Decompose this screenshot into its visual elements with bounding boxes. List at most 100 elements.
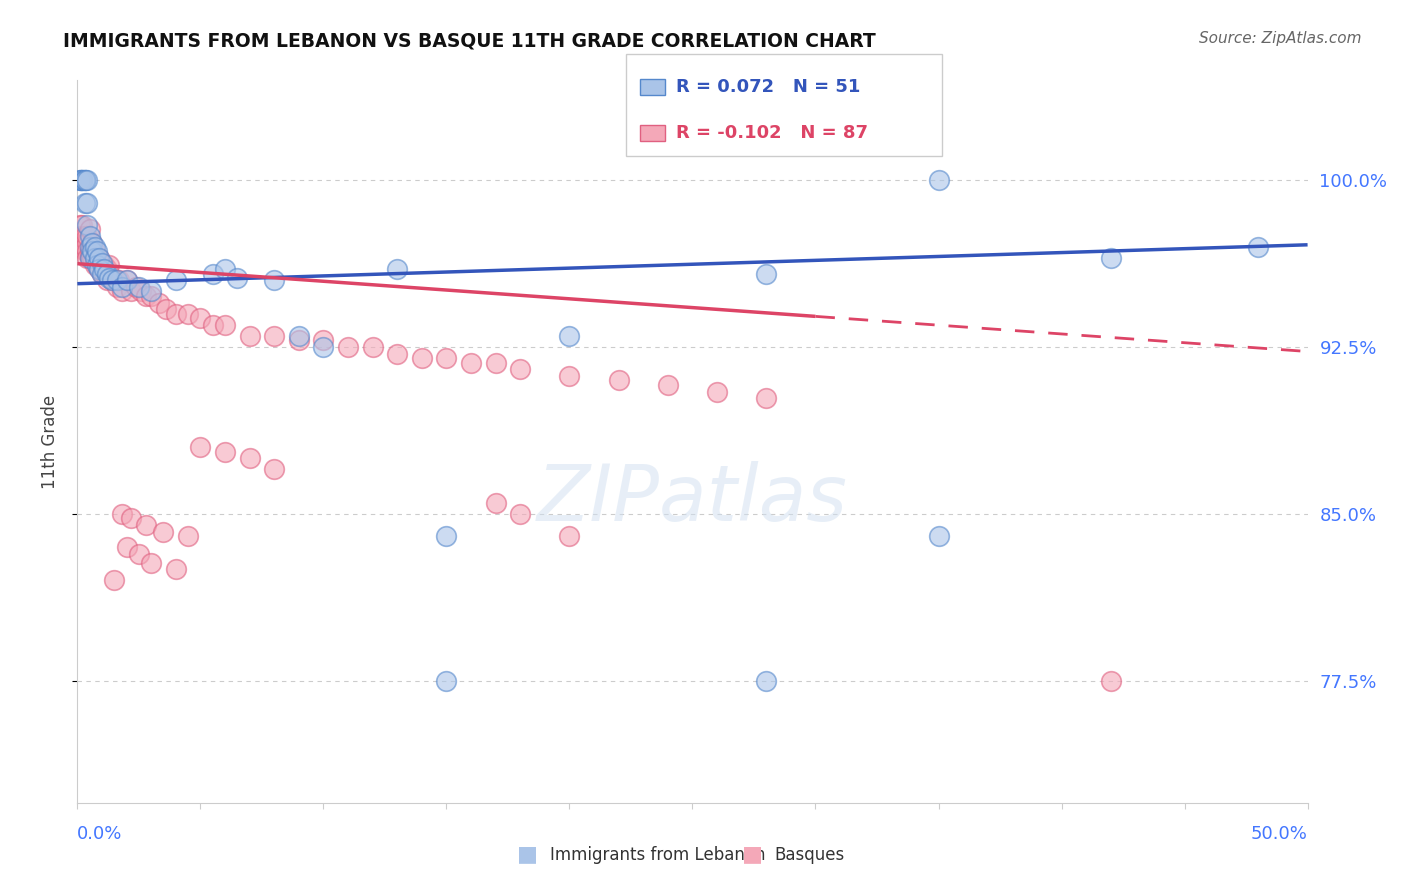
Text: Source: ZipAtlas.com: Source: ZipAtlas.com <box>1198 31 1361 46</box>
Point <box>226 271 249 285</box>
Point <box>76 251 98 265</box>
Point <box>111 507 132 521</box>
Point <box>385 262 409 277</box>
Point <box>101 273 124 287</box>
Point <box>288 334 311 348</box>
Point <box>86 244 108 259</box>
Point <box>509 507 531 521</box>
Point <box>385 347 409 361</box>
Text: ■: ■ <box>517 845 537 864</box>
Point <box>73 240 96 254</box>
Point <box>239 329 262 343</box>
Text: R = -0.102   N = 87: R = -0.102 N = 87 <box>676 124 869 142</box>
Point <box>73 173 96 187</box>
Text: ZIPatlas: ZIPatlas <box>537 461 848 537</box>
Point <box>98 267 121 281</box>
Point <box>706 384 728 399</box>
Point <box>70 173 93 187</box>
Point <box>70 173 93 187</box>
Point <box>93 267 115 281</box>
Point <box>201 267 224 281</box>
Text: R = 0.072   N = 51: R = 0.072 N = 51 <box>676 78 860 96</box>
Point <box>128 547 150 561</box>
Point <box>152 524 174 539</box>
Text: 0.0%: 0.0% <box>77 825 122 843</box>
Point <box>135 289 157 303</box>
Point <box>214 318 236 332</box>
Point <box>83 251 105 265</box>
Point <box>70 228 93 243</box>
Text: Basques: Basques <box>775 846 845 863</box>
Point <box>82 235 104 250</box>
Point <box>129 285 153 299</box>
Point <box>86 251 108 265</box>
Point <box>79 251 101 265</box>
Point <box>485 496 508 510</box>
Point <box>148 295 170 310</box>
Point <box>485 356 508 370</box>
Point <box>79 251 101 265</box>
Point <box>98 258 121 272</box>
Point <box>79 228 101 243</box>
Point <box>755 673 778 688</box>
Point <box>141 289 163 303</box>
Point <box>76 195 98 210</box>
Point <box>755 391 778 405</box>
Point <box>103 273 125 287</box>
Point <box>928 173 950 187</box>
Point <box>111 285 132 299</box>
Point <box>73 235 96 250</box>
Point <box>89 262 111 277</box>
Point <box>141 285 163 299</box>
Point <box>288 329 311 343</box>
Point <box>69 218 91 232</box>
Point <box>89 251 111 265</box>
Point <box>239 451 262 466</box>
Point <box>90 267 114 281</box>
Point <box>337 340 360 354</box>
Point <box>82 244 104 259</box>
Point <box>558 329 581 343</box>
Point <box>82 251 104 265</box>
Point <box>101 273 124 287</box>
Point <box>69 228 91 243</box>
Point <box>312 340 335 354</box>
Point <box>86 258 108 272</box>
Point <box>73 195 96 210</box>
Point <box>165 307 187 321</box>
Point <box>93 258 115 272</box>
Point <box>155 302 177 317</box>
Point <box>96 273 118 287</box>
Point <box>82 244 104 259</box>
Point <box>263 462 285 476</box>
Point <box>79 244 101 259</box>
Point <box>214 262 236 277</box>
Point <box>558 368 581 383</box>
Point <box>128 280 150 294</box>
Point <box>70 218 93 232</box>
Point <box>121 511 143 525</box>
Point <box>105 280 128 294</box>
Point <box>73 173 96 187</box>
Point <box>115 540 138 554</box>
Point <box>558 529 581 543</box>
Point <box>1247 240 1270 254</box>
Point <box>436 351 458 366</box>
Text: 50.0%: 50.0% <box>1251 825 1308 843</box>
Point <box>509 362 531 376</box>
Point <box>201 318 224 332</box>
Point <box>79 240 101 254</box>
Point <box>89 262 111 277</box>
Point <box>73 173 96 187</box>
Point <box>103 574 125 588</box>
Point <box>83 258 105 272</box>
Point <box>607 373 630 387</box>
Point <box>105 273 128 287</box>
Point <box>436 673 458 688</box>
Point <box>93 262 115 277</box>
Text: ■: ■ <box>742 845 762 864</box>
Point <box>141 556 163 570</box>
Point <box>115 273 138 287</box>
Point <box>76 173 98 187</box>
Point <box>76 235 98 250</box>
